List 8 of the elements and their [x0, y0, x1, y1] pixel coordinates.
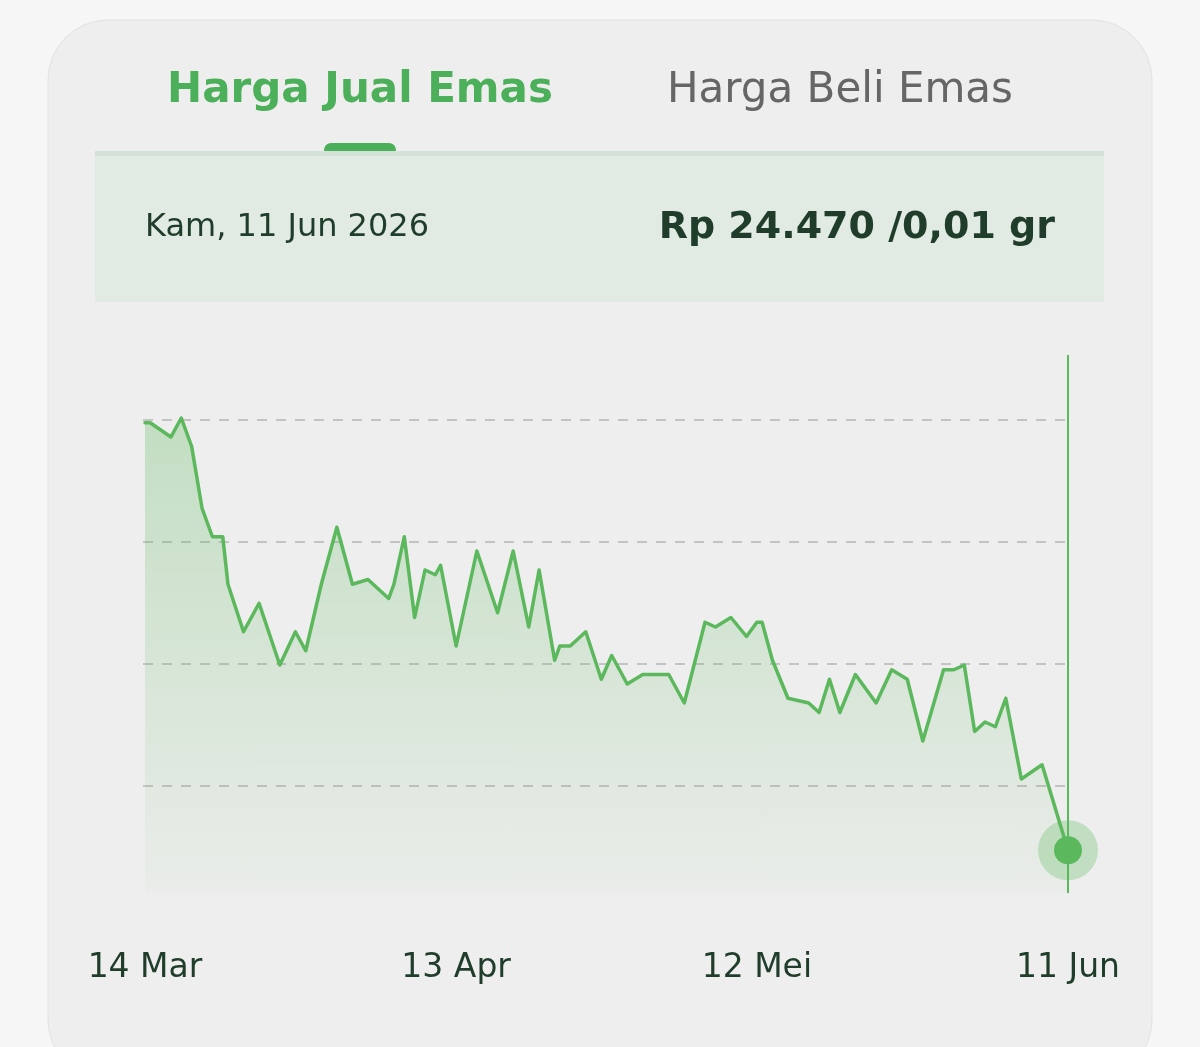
- text: Harga Beli Emas: [666, 63, 1014, 112]
- x-tick-label: 12 Mei: [701, 946, 813, 985]
- chart-subtitle: Kam, 11 Jun 2026: [145, 206, 430, 244]
- chart-title: Harga Jual Emas: [167, 63, 553, 112]
- x-tick-label: 11 Jun: [1015, 946, 1121, 985]
- text: Rp 24.470 /0,01 gr: [658, 203, 1056, 247]
- x-tick-label: 13 Apr: [401, 946, 512, 985]
- x-tick-label: 14 Mar: [87, 946, 203, 985]
